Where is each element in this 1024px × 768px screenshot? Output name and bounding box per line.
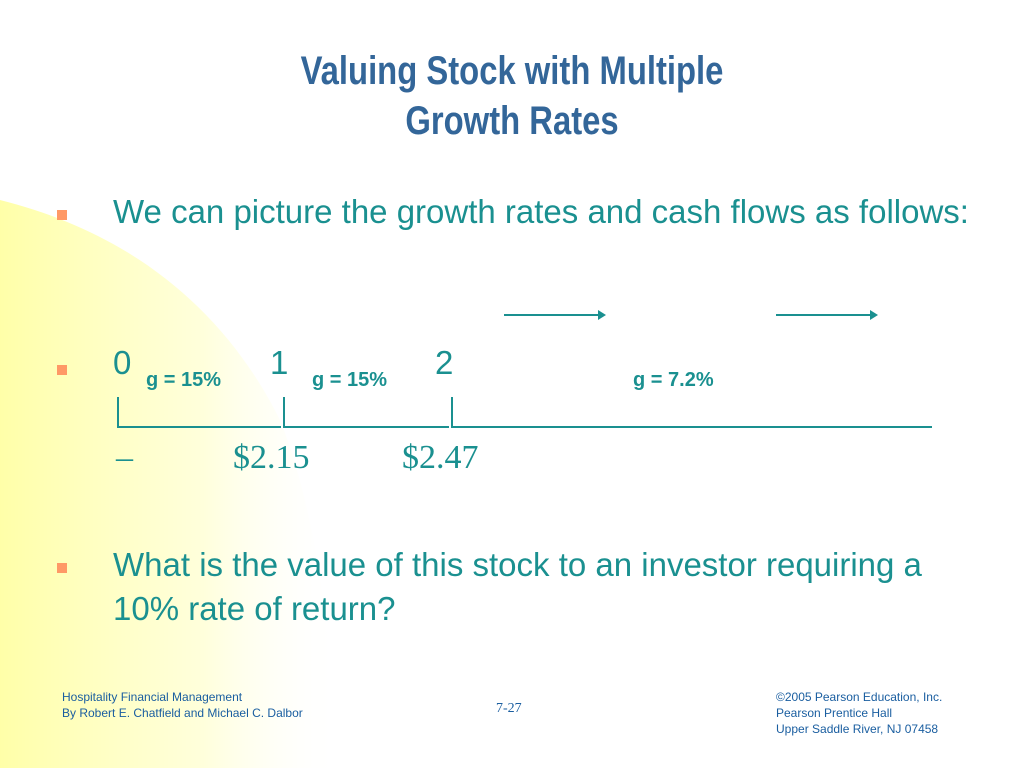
footer-course-title: Hospitality Financial Management xyxy=(62,690,243,704)
bullet-marker xyxy=(57,365,67,375)
footer-right: ©2005 Pearson Education, Inc. Pearson Pr… xyxy=(776,689,942,737)
bullet-text-3: What is the value of this stock to an in… xyxy=(113,546,922,627)
timeline-period-2: 2 xyxy=(435,344,454,381)
timeline-tick xyxy=(451,397,453,428)
title-line-1: Valuing Stock with Multiple xyxy=(300,49,724,93)
timeline-tick xyxy=(117,397,119,428)
cash-flow-2: $2.47 xyxy=(402,439,479,476)
cash-flow-1: $2.15 xyxy=(233,439,310,476)
growth-rate-0-1: g = 15% xyxy=(146,369,222,391)
slide-title: Valuing Stock with Multiple Growth Rates xyxy=(92,46,932,146)
timeline-segment xyxy=(453,426,932,428)
bullet-marker xyxy=(57,210,67,220)
growth-rate-1-2: g = 15% xyxy=(312,369,388,391)
timeline-period-1: 1 xyxy=(270,344,289,381)
page-number: 7-27 xyxy=(496,701,522,716)
footer-authors: By Robert E. Chatfield and Michael C. Da… xyxy=(62,706,303,720)
bullet-text-1: We can picture the growth rates and cash… xyxy=(113,193,969,230)
footer-copyright: ©2005 Pearson Education, Inc. xyxy=(776,690,943,704)
arrow-right-icon xyxy=(776,310,878,320)
title-line-2: Growth Rates xyxy=(405,99,619,143)
timeline-segment xyxy=(119,426,281,428)
footer-publisher: Pearson Prentice Hall xyxy=(776,706,893,720)
bullet-marker xyxy=(57,563,67,573)
cash-flow-0: – xyxy=(116,439,133,476)
footer-left: Hospitality Financial Management By Robe… xyxy=(62,689,303,721)
footer-location: Upper Saddle River, NJ 07458 xyxy=(776,722,939,736)
timeline-tick xyxy=(283,397,285,428)
timeline-segment xyxy=(285,426,449,428)
arrow-right-icon xyxy=(504,310,606,320)
timeline-period-0: 0 xyxy=(113,344,132,381)
growth-rate-after: g = 7.2% xyxy=(633,369,714,391)
